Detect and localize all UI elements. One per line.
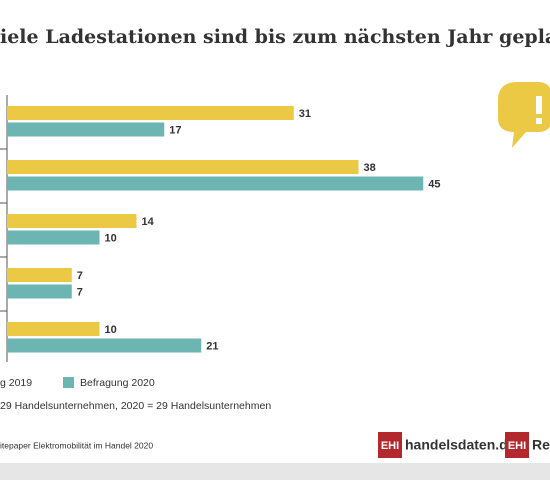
footnote: 29 Handelsunternehmen, 2020 = 29 Handels…: [0, 400, 271, 412]
chart-title: iele Ladestationen sind bis zum nächsten…: [0, 26, 550, 48]
bar: [7, 160, 359, 174]
bar: [7, 122, 165, 137]
data-label: 31: [299, 108, 311, 120]
data-label: 7: [77, 270, 83, 282]
bar: [7, 176, 424, 191]
bar: [7, 284, 72, 299]
data-label: 21: [206, 340, 218, 352]
logo-brand: EHI: [381, 440, 399, 452]
speech-icon: [498, 82, 550, 148]
legend-swatch: [63, 377, 74, 388]
bar: [7, 322, 100, 336]
bar: [7, 268, 72, 282]
logo: EHI handelsdaten.de EHI Ret: [378, 432, 550, 458]
data-label: 45: [428, 178, 440, 190]
logo-brand: EHI: [508, 440, 526, 452]
data-label: 10: [105, 232, 117, 244]
bottom-band: [0, 463, 550, 480]
legend-label: g 2019: [0, 377, 32, 389]
data-label: 17: [169, 124, 181, 136]
data-label: 38: [364, 162, 376, 174]
logo-text: handelsdaten.de: [405, 437, 516, 453]
data-label: 14: [142, 216, 155, 228]
data-label: 7: [77, 286, 83, 298]
source: itepaper Elektromobilität im Handel 2020: [0, 440, 153, 450]
legend-label: Befragung 2020: [80, 377, 155, 389]
logo-text: Ret: [532, 437, 550, 453]
bar: [7, 214, 137, 228]
data-label: 10: [105, 324, 117, 336]
bar: [7, 230, 100, 245]
bar: [7, 106, 294, 120]
bar: [7, 338, 202, 353]
